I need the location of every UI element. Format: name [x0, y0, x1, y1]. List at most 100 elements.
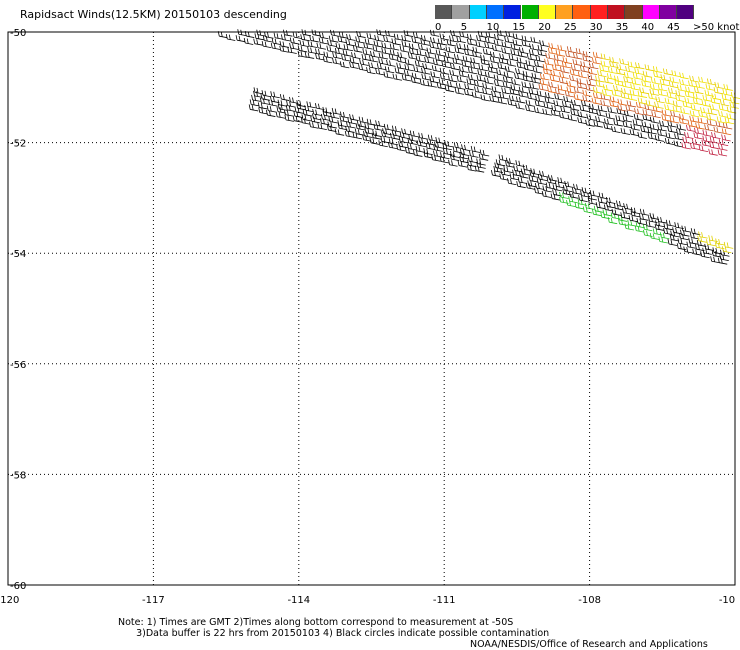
wind-barb [459, 152, 469, 160]
wind-barb [351, 52, 361, 60]
wind-barb [685, 86, 695, 94]
wind-barb [613, 84, 623, 92]
wind-barb [649, 116, 660, 124]
wind-barb [446, 39, 457, 47]
legend-label: >50 knots [693, 22, 740, 33]
wind-barb [467, 67, 478, 75]
legend-swatch [469, 5, 487, 19]
wind-barb [661, 109, 672, 117]
wind-barb [577, 117, 587, 125]
wind-barb [591, 57, 602, 65]
wind-barb [426, 47, 437, 55]
wind-barb [262, 35, 273, 43]
wind-barb [567, 114, 578, 122]
note-line-2: 3)Data buffer is 22 hrs from 20150103 4)… [118, 628, 550, 639]
wind-barb [470, 62, 480, 70]
wind-barb [452, 57, 462, 65]
wind-barb [573, 86, 584, 94]
wind-barb [416, 49, 427, 57]
wind-barb [601, 89, 612, 97]
wind-barb [318, 37, 329, 45]
wind-barb [423, 148, 433, 155]
wind-barb [563, 95, 573, 103]
wind-barb [289, 37, 300, 45]
wind-barb [421, 67, 431, 75]
wind-barb [577, 111, 587, 119]
wind-barb [544, 92, 555, 100]
wind-barb [730, 91, 740, 99]
wind-barb [623, 71, 634, 79]
wind-barb [537, 174, 548, 182]
wind-barb [372, 45, 383, 53]
legend-label: 40 [641, 22, 655, 33]
wind-barb [672, 105, 683, 113]
wind-barb [554, 93, 564, 101]
wind-barb [425, 51, 435, 59]
wind-barb [479, 149, 490, 157]
wind-barb [372, 129, 382, 137]
legend-swatch [521, 5, 539, 19]
wind-barb [510, 43, 521, 51]
wind-barb [616, 63, 626, 71]
wind-barb [382, 128, 392, 136]
wind-barb [443, 56, 454, 64]
wind-barb [569, 69, 580, 77]
wind-barb [429, 42, 439, 49]
wind-barb [417, 43, 428, 51]
wind-barb [577, 71, 588, 79]
wind-barb [304, 51, 315, 59]
wind-barb [407, 137, 417, 145]
wind-barb [687, 120, 698, 128]
wind-barb [631, 78, 641, 86]
wind-barb [645, 99, 656, 107]
wind-barb [526, 53, 537, 61]
lon-tick-label: -117 [142, 595, 165, 606]
wind-barb [573, 52, 583, 60]
wind-barb [393, 33, 404, 41]
wind-barb [656, 129, 667, 137]
wind-barb [527, 180, 537, 188]
wind-barb [582, 89, 592, 97]
wind-barb [635, 62, 645, 70]
wind-barb [489, 51, 500, 59]
wind-barb [491, 86, 502, 94]
wind-barb [480, 54, 490, 62]
wind-barb [554, 88, 565, 96]
legend-swatch [659, 5, 678, 19]
wind-barb [514, 72, 524, 80]
wind-barb [391, 129, 402, 137]
wind-barb [446, 81, 457, 88]
wind-barb [569, 191, 579, 199]
wind-barb [337, 120, 347, 128]
note-line-1: Note: 1) Times are GMT 2)Times along bot… [118, 617, 514, 628]
wind-barb [630, 210, 641, 218]
wind-barb [636, 218, 646, 225]
wind-barb [448, 159, 458, 167]
legend-label: 25 [564, 22, 577, 33]
wind-barb [444, 140, 454, 148]
wind-barb [512, 39, 523, 47]
wind-barb [419, 79, 430, 87]
wind-barb [709, 136, 720, 144]
wind-barb [432, 59, 443, 67]
wind-barb [525, 105, 535, 113]
wind-barb [704, 124, 714, 132]
wind-barb [507, 99, 517, 107]
wind-barb [312, 108, 322, 116]
wind-barb [588, 62, 599, 70]
wind-barb [548, 42, 558, 50]
wind-barb [358, 64, 368, 72]
lat-tick-label: -60 [10, 581, 26, 592]
wind-barb [689, 115, 699, 123]
wind-barb [478, 153, 489, 161]
wind-barb [476, 74, 487, 82]
wind-barb [650, 77, 661, 85]
wind-barb [603, 122, 613, 130]
wind-barb [655, 96, 665, 104]
wind-barb [501, 47, 511, 55]
wind-barb [361, 53, 372, 61]
wind-barb [376, 29, 386, 37]
wind-barb [398, 136, 409, 144]
wind-barb [386, 59, 396, 67]
wind-barb [439, 73, 450, 81]
